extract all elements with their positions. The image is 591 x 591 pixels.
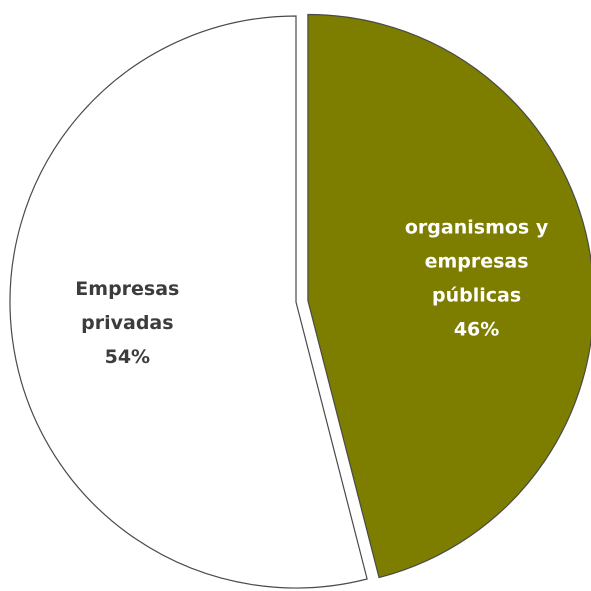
pie-slice-label-2: Empresas privadas 54% [75, 278, 179, 368]
pie-slices [9, 13, 591, 589]
pie-slice-label-line: Empresas [75, 278, 179, 300]
pie-labels: organismos y empresas públicas 46% Empresas p… [75, 217, 549, 368]
pie-slice-2 [9, 15, 368, 589]
pie-slice-value-label: 46% [454, 319, 499, 341]
pie-slice-label-1: organismos y empresas públicas 46% [405, 217, 549, 341]
pie-slice-label-line: empresas [425, 251, 529, 273]
pie-slice-1 [307, 13, 591, 579]
pie-slice-label-line: organismos y [405, 217, 549, 239]
pie-slice-label-line: privadas [81, 312, 173, 334]
pie-slice-value-label: 54% [105, 346, 150, 368]
pie-slice-label-line: públicas [432, 285, 521, 307]
